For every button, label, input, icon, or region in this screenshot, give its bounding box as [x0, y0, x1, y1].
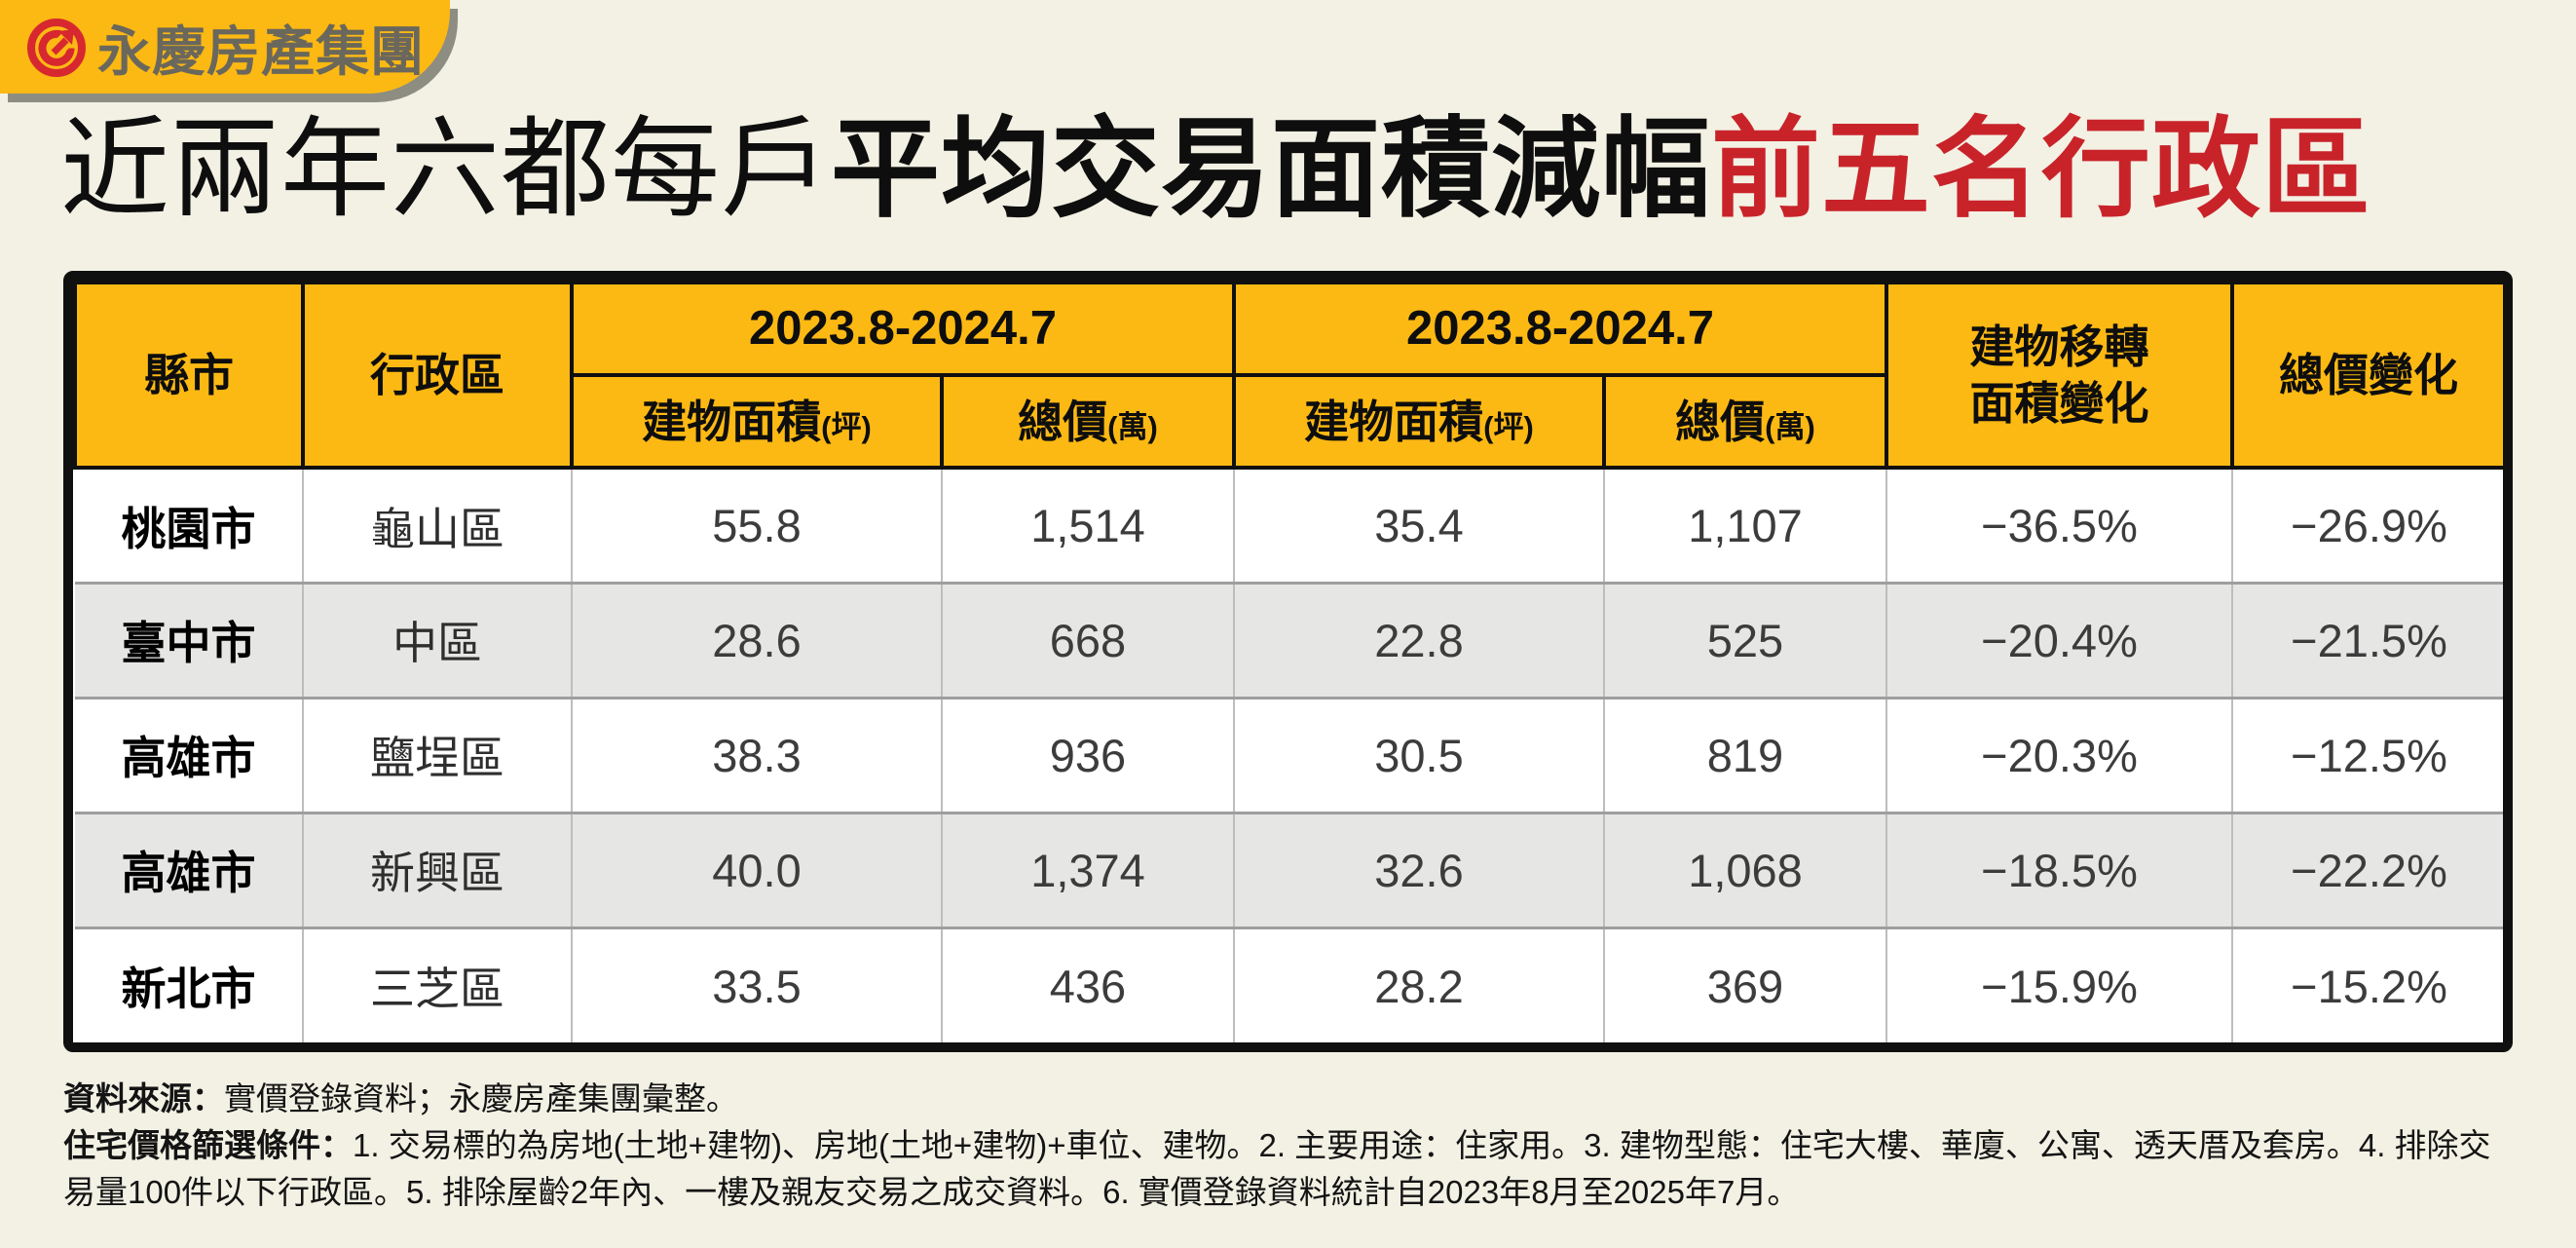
- header-area-change: 建物移轉 面積變化: [1885, 281, 2234, 471]
- rank-table: 縣市 行政區 2023.8-2024.7 2023.8-2024.7 建物移轉 …: [73, 281, 2503, 1043]
- cell-area-1: 55.8: [571, 468, 942, 584]
- cell-city: 新北市: [75, 926, 303, 1043]
- cell-area-2: 28.2: [1233, 926, 1604, 1043]
- cell-district: 中區: [302, 581, 572, 699]
- cell-area-1: 28.6: [571, 581, 942, 699]
- header-city: 縣市: [73, 281, 305, 471]
- footnote-source-text: 實價登錄資料；永慶房產集團彙整。: [224, 1080, 738, 1117]
- cell-price-2: 1,068: [1603, 811, 1886, 928]
- cell-district: 龜山區: [302, 468, 572, 584]
- cell-price-change: −15.2%: [2231, 926, 2503, 1043]
- header-price-change: 總價變化: [2230, 281, 2503, 471]
- cell-price-1: 1,374: [941, 811, 1234, 928]
- cell-price-change: −21.5%: [2231, 581, 2503, 699]
- header-price-2: 總價(萬): [1602, 373, 1888, 471]
- cell-price-change: −12.5%: [2231, 696, 2503, 813]
- cell-price-1: 668: [941, 581, 1234, 699]
- cell-area-2: 22.8: [1233, 581, 1604, 699]
- table-row: 新北市 三芝區 33.5 436 28.2 369 −15.9% −15.2%: [75, 926, 2503, 1043]
- footnotes: 資料來源：實價登錄資料；永慶房產集團彙整。 住宅價格篩選條件：1. 交易標的為房…: [63, 1076, 2513, 1216]
- cell-price-change: −26.9%: [2231, 468, 2503, 584]
- cell-price-1: 436: [941, 926, 1234, 1043]
- table-row: 高雄市 新興區 40.0 1,374 32.6 1,068 −18.5% −22…: [75, 811, 2503, 928]
- unit-ping: (坪): [821, 409, 872, 444]
- cell-price-change: −22.2%: [2231, 811, 2503, 928]
- yungching-logo-icon: [27, 19, 86, 77]
- cell-area-1: 33.5: [571, 926, 942, 1043]
- cell-price-2: 525: [1603, 581, 1886, 699]
- cell-area-2: 32.6: [1233, 811, 1604, 928]
- footnote-criteria-text: 1. 交易標的為房地(土地+建物)、房地(土地+建物)+車位、建物。2. 主要用…: [63, 1127, 2491, 1211]
- cell-area-1: 38.3: [571, 696, 942, 813]
- cell-city: 臺中市: [75, 581, 303, 699]
- cell-price-1: 1,514: [941, 468, 1234, 584]
- header-period-1: 2023.8-2024.7: [570, 281, 1236, 378]
- cell-area-change: −20.4%: [1885, 581, 2232, 699]
- brand-banner: 永慶房產集團: [0, 0, 450, 94]
- cell-price-2: 1,107: [1603, 468, 1886, 584]
- header-district: 行政區: [301, 281, 574, 471]
- unit-wan: (萬): [1765, 409, 1815, 444]
- rank-table-frame: 縣市 行政區 2023.8-2024.7 2023.8-2024.7 建物移轉 …: [63, 271, 2513, 1053]
- table-row: 高雄市 鹽埕區 38.3 936 30.5 819 −20.3% −12.5%: [75, 696, 2503, 813]
- cell-area-2: 35.4: [1233, 468, 1604, 584]
- cell-city: 高雄市: [75, 696, 303, 813]
- cell-district: 三芝區: [302, 926, 572, 1043]
- footnote-criteria: 住宅價格篩選條件：1. 交易標的為房地(土地+建物)、房地(土地+建物)+車位、…: [63, 1122, 2513, 1216]
- cell-city: 桃園市: [75, 468, 303, 584]
- cell-area-change: −36.5%: [1885, 468, 2232, 584]
- title-part-regular: 近兩年六都每戶: [60, 108, 831, 230]
- cell-area-change: −20.3%: [1885, 696, 2232, 813]
- header-price-1: 總價(萬): [940, 373, 1236, 471]
- cell-city: 高雄市: [75, 811, 303, 928]
- header-area-change-line1: 建物移轉: [1969, 321, 2149, 372]
- page-title: 近兩年六都每戶平均交易面積減幅前五名行政區: [60, 112, 2576, 226]
- table-row: 桃園市 龜山區 55.8 1,514 35.4 1,107 −36.5% −26…: [75, 468, 2503, 584]
- header-area-change-line2: 面積變化: [1969, 378, 2149, 430]
- unit-wan: (萬): [1107, 409, 1158, 444]
- footnote-source-label: 資料來源：: [63, 1080, 224, 1117]
- title-part-bold: 平均交易面積減幅: [831, 108, 1711, 230]
- cell-price-2: 369: [1603, 926, 1886, 1043]
- footnote-criteria-label: 住宅價格篩選條件：: [63, 1127, 353, 1164]
- cell-district: 鹽埕區: [302, 696, 572, 813]
- unit-ping: (坪): [1483, 409, 1534, 444]
- header-area-2: 建物面積(坪): [1232, 373, 1606, 471]
- cell-area-change: −18.5%: [1885, 811, 2232, 928]
- title-part-accent: 前五名行政區: [1711, 108, 2371, 230]
- footnote-source: 資料來源：實價登錄資料；永慶房產集團彙整。: [63, 1076, 2513, 1122]
- cell-price-2: 819: [1603, 696, 1886, 813]
- cell-district: 新興區: [302, 811, 572, 928]
- brand-name: 永慶房產集團: [97, 21, 426, 82]
- cell-area-2: 30.5: [1233, 696, 1604, 813]
- cell-area-1: 40.0: [571, 811, 942, 928]
- cell-price-1: 936: [941, 696, 1234, 813]
- table-row: 臺中市 中區 28.6 668 22.8 525 −20.4% −21.5%: [75, 581, 2503, 699]
- header-area-1: 建物面積(坪): [570, 373, 944, 471]
- cell-area-change: −15.9%: [1885, 926, 2232, 1043]
- header-period-2: 2023.8-2024.7: [1232, 281, 1888, 378]
